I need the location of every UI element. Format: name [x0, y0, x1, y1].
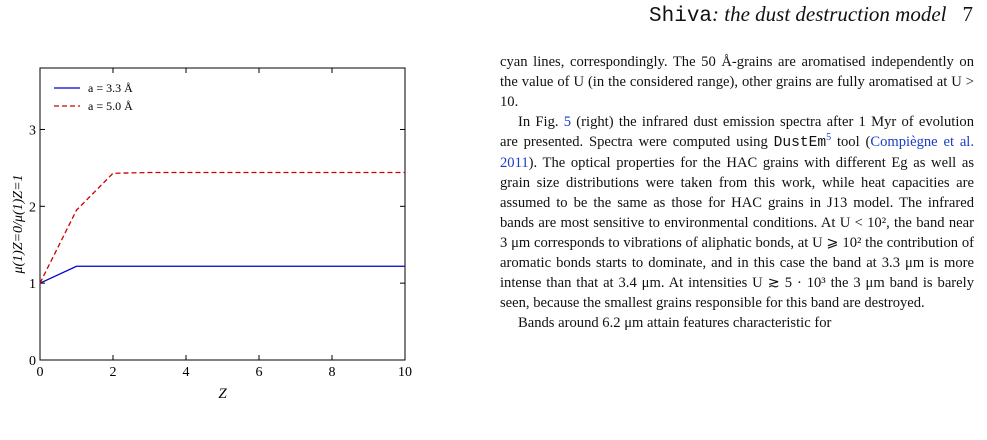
- tool-name: DustEm: [773, 135, 827, 151]
- paragraph-1: cyan lines, correspondingly. The 50 Å-gr…: [500, 54, 974, 110]
- citation-link[interactable]: Compiègne et al. 2011: [500, 134, 974, 171]
- legend-label-2: a = 5.0 Å: [88, 99, 133, 113]
- x-tick-label: 6: [256, 365, 263, 380]
- x-tick-label: 4: [183, 365, 190, 380]
- y-tick-label: 1: [29, 277, 36, 292]
- p2-part-b: (right) the infrared dust emission spect…: [500, 114, 974, 150]
- p2-part-a: In Fig.: [518, 114, 564, 130]
- y-tick-label: 3: [29, 123, 36, 138]
- p2-part-d: ). The optical properties for the HAC gr…: [500, 155, 974, 311]
- model-name: Shiva: [649, 5, 713, 28]
- body-text: cyan lines, correspondingly. The 50 Å-gr…: [500, 52, 974, 333]
- footnote-link[interactable]: 5: [826, 132, 832, 144]
- paragraph-3: Bands around 6.2 μm attain features char…: [518, 315, 832, 331]
- y-tick-label: 0: [29, 354, 36, 369]
- figure-ref-link[interactable]: 5: [563, 114, 572, 130]
- series-line-2: [39, 171, 405, 284]
- legend: a = 3.3 Å a = 5.0 Å: [54, 81, 133, 113]
- running-head: Shiva: the dust destruction model 7: [649, 2, 973, 28]
- paragraph-2: In Fig. 5 (right) the infrared dust emis…: [500, 112, 974, 313]
- running-head-subtitle: : the dust destruction model: [712, 2, 947, 26]
- x-tick-label: 0: [37, 365, 44, 380]
- x-axis-label: Z: [218, 386, 227, 402]
- series-layer: [39, 171, 405, 284]
- plot-frame: [39, 67, 406, 361]
- series-line-1: [39, 265, 405, 284]
- x-tick-label: 2: [110, 365, 117, 380]
- plot-axes: 0 2 4 6 8 10 0 1 2 3 Zμ(1)Z=0/μ(1)Z=1: [11, 67, 412, 402]
- page-number: 7: [962, 2, 974, 26]
- x-tick-label: 8: [329, 365, 336, 380]
- y-axis-label: μ(1)Z=0/μ(1)Z=1: [11, 174, 26, 274]
- y-tick-label: 2: [29, 200, 36, 215]
- legend-label-1: a = 3.3 Å: [88, 81, 133, 95]
- p2-part-c: tool (: [831, 134, 871, 150]
- x-tick-label: 10: [398, 365, 412, 380]
